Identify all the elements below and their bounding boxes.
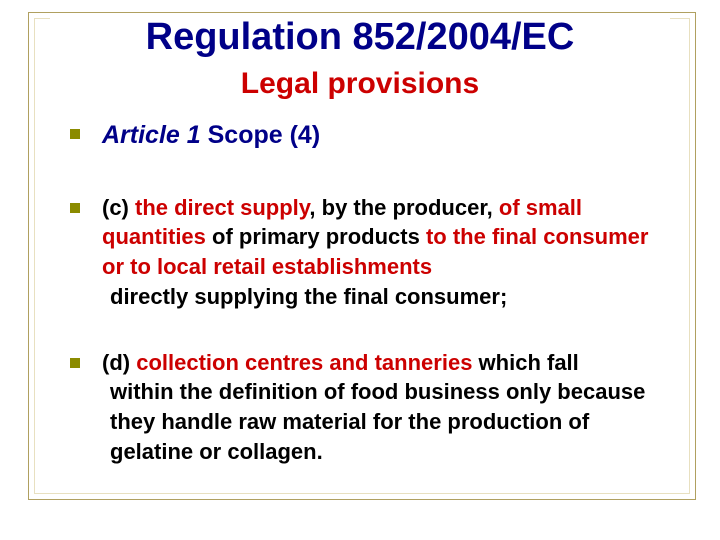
item-c-text: (c) the direct supply, by the producer, …	[102, 193, 670, 312]
bullet-item-c: (c) the direct supply, by the producer, …	[50, 193, 670, 312]
text-plain: (d)	[102, 350, 136, 375]
slide-content: Regulation 852/2004/EC Legal provisions …	[0, 0, 720, 540]
item-d-text: (d) collection centres and tanneries whi…	[102, 348, 670, 467]
slide-subtitle: Legal provisions	[50, 67, 670, 101]
article-heading: Article 1 Scope (4)	[102, 119, 320, 153]
text-plain: (c)	[102, 195, 135, 220]
text-line2: within the definition of food business o…	[102, 377, 670, 466]
article-label-scope: Scope (4)	[201, 121, 320, 149]
square-bullet-icon	[70, 129, 80, 139]
text-plain: of primary products	[206, 224, 426, 249]
text-line2: directly supplying the final consumer;	[102, 282, 670, 312]
text-highlight: the direct supply	[135, 195, 309, 220]
text-plain: , by the producer,	[309, 195, 498, 220]
bullet-item-article: Article 1 Scope (4)	[50, 119, 670, 153]
text-highlight: collection centres and tanneries	[136, 350, 472, 375]
bullet-item-d: (d) collection centres and tanneries whi…	[50, 348, 670, 467]
square-bullet-icon	[70, 358, 80, 368]
article-label-italic: Article 1	[102, 121, 201, 149]
square-bullet-icon	[70, 203, 80, 213]
text-plain: which fall	[472, 350, 578, 375]
slide-title: Regulation 852/2004/EC	[50, 16, 670, 59]
